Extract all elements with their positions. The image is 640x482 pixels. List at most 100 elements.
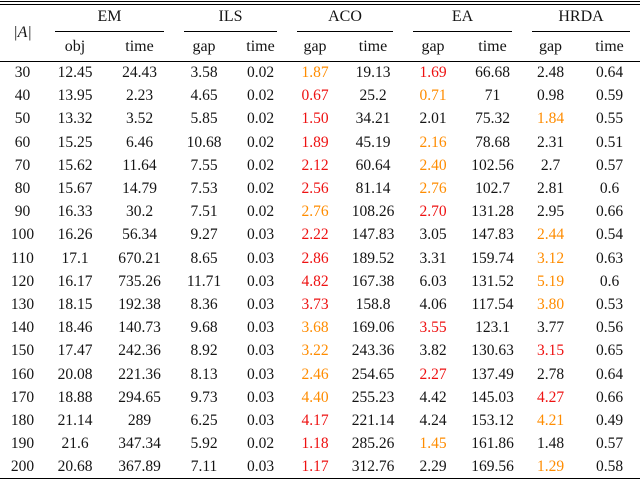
cell-em-time: 2.23	[125, 87, 154, 105]
cell-ils-time: 0.02	[246, 203, 275, 221]
subheader-ils-gap: gap	[174, 32, 234, 62]
cell-em-obj: 15.62	[57, 156, 93, 174]
cell-hrda-gap: 4.21	[536, 411, 565, 429]
cell-hrda-gap: 2.31	[536, 133, 565, 151]
cell-ils-time: 0.02	[246, 87, 275, 105]
cell-em-obj: 21.6	[61, 435, 89, 453]
cell-ea-time: 169.56	[471, 458, 514, 476]
cell-ea-time: 123.1	[475, 319, 510, 337]
cell-em-time: 6.46	[125, 133, 154, 151]
cell-ils-time: 0.03	[246, 388, 275, 406]
column-group-aco: ACO	[287, 5, 403, 32]
cell-ea-time: 78.68	[475, 133, 510, 151]
cell-em-obj: 20.08	[57, 365, 93, 383]
cell-aco-time: 221.14	[351, 411, 395, 429]
cell-hrda-gap: 4.27	[536, 388, 565, 406]
cell-em-obj: 16.17	[57, 272, 93, 290]
cell-aco-time: 169.06	[351, 319, 395, 337]
cell-ils-gap: 8.36	[190, 295, 218, 313]
cell-ils-time: 0.03	[246, 226, 275, 244]
cell-aco-time: 60.64	[355, 156, 391, 174]
cell-aco-gap: 4.17	[301, 411, 329, 429]
cell-aco-gap: 2.86	[301, 249, 329, 267]
cell-hrda-time: 0.58	[595, 458, 624, 476]
cell-ils-gap: 5.85	[190, 110, 218, 128]
cell-ils-gap: 7.51	[190, 203, 218, 221]
cell-aco-time: 147.83	[351, 226, 395, 244]
cell-hrda-time: 0.57	[595, 156, 624, 174]
cell-em-time: 11.64	[122, 156, 157, 174]
cell-hrda-gap: 2.95	[536, 203, 565, 221]
cell-aco-time: 312.76	[351, 458, 395, 476]
cell-ils-time: 0.02	[246, 110, 275, 128]
cell-ils-gap: 8.92	[190, 342, 218, 360]
cell-ea-gap: 6.03	[419, 272, 447, 290]
cell-ea-time: 147.83	[471, 226, 514, 244]
cell-a: 40	[14, 87, 31, 105]
cell-hrda-gap: 5.19	[536, 272, 565, 290]
cmidrule-ea	[413, 31, 513, 32]
cell-ea-gap: 3.05	[419, 226, 447, 244]
cell-aco-time: 19.13	[355, 64, 391, 82]
cell-ils-time: 0.03	[246, 295, 275, 313]
cell-em-obj: 16.33	[57, 203, 93, 221]
cell-aco-gap: 1.89	[301, 133, 329, 151]
cmidrule-ils	[184, 31, 277, 32]
cell-ea-time: 66.68	[475, 64, 510, 82]
cell-ils-time: 0.03	[246, 249, 275, 267]
cell-ils-gap: 11.71	[186, 272, 222, 290]
cell-ea-gap: 2.76	[419, 180, 447, 198]
cell-aco-gap: 2.46	[301, 365, 329, 383]
cell-ils-time: 0.02	[246, 64, 275, 82]
cell-hrda-time: 0.56	[595, 319, 624, 337]
cell-aco-time: 167.38	[351, 272, 395, 290]
cell-ea-time: 71	[484, 87, 501, 105]
table-row: 50 13.32 3.52 5.85 0.02 1.50 34.21 2.01 75.32 1.8…	[0, 108, 640, 131]
cell-hrda-time: 0.64	[595, 365, 624, 383]
column-group-ea: EA	[403, 5, 522, 32]
cell-hrda-time: 0.57	[595, 435, 624, 453]
cell-aco-gap: 3.73	[301, 295, 329, 313]
cell-hrda-gap: 1.48	[536, 435, 565, 453]
cell-hrda-time: 0.59	[595, 87, 624, 105]
cell-aco-gap: 4.82	[301, 272, 329, 290]
cell-em-time: 3.52	[125, 110, 154, 128]
cell-ils-time: 0.03	[246, 342, 275, 360]
cell-hrda-time: 0.64	[595, 64, 624, 82]
cell-a: 90	[14, 203, 31, 221]
cell-a: 110	[11, 249, 34, 267]
cell-ea-gap: 3.55	[419, 319, 447, 337]
cell-a: 70	[14, 156, 31, 174]
subheader-hrda-gap: gap	[522, 32, 580, 62]
subheader-em-obj: obj	[45, 32, 105, 62]
cell-ils-gap: 8.65	[190, 249, 218, 267]
cell-em-time: 221.36	[118, 365, 161, 383]
cell-a: 130	[10, 295, 35, 313]
cell-hrda-gap: 3.80	[536, 295, 565, 313]
cell-ea-time: 145.03	[471, 388, 514, 406]
cell-em-obj: 20.68	[57, 458, 93, 476]
cell-ils-time: 0.03	[246, 319, 275, 337]
cell-ils-time: 0.02	[246, 435, 275, 453]
cell-aco-time: 255.23	[351, 388, 395, 406]
subheader-aco-time: time	[343, 32, 403, 62]
cell-ea-time: 130.63	[471, 342, 514, 360]
cell-ils-gap: 5.92	[190, 435, 218, 453]
cell-em-time: 735.26	[118, 272, 161, 290]
cell-hrda-time: 0.63	[595, 249, 624, 267]
table-row: 160 20.08 221.36 8.13 0.03 2.46 254.65 2.27 137.…	[0, 363, 640, 386]
group-label-ea: EA	[451, 8, 474, 25]
cell-aco-gap: 0.67	[301, 87, 329, 105]
cell-hrda-gap: 2.7	[540, 156, 561, 174]
cell-em-time: 56.34	[122, 226, 157, 244]
cell-ils-gap: 9.68	[190, 319, 218, 337]
cell-em-time: 289	[127, 411, 152, 429]
cell-hrda-time: 0.49	[595, 411, 624, 429]
group-label-aco: ACO	[328, 8, 362, 25]
cell-hrda-time: 0.51	[595, 133, 624, 151]
table-row: 190 21.6 347.34 5.92 0.02 1.18 285.26 1.45 161.8…	[0, 433, 640, 456]
cell-ea-time: 131.52	[471, 272, 514, 290]
cell-ils-time: 0.03	[246, 365, 275, 383]
subheader-ea-time: time	[463, 32, 523, 62]
cell-ea-gap: 3.82	[419, 342, 447, 360]
